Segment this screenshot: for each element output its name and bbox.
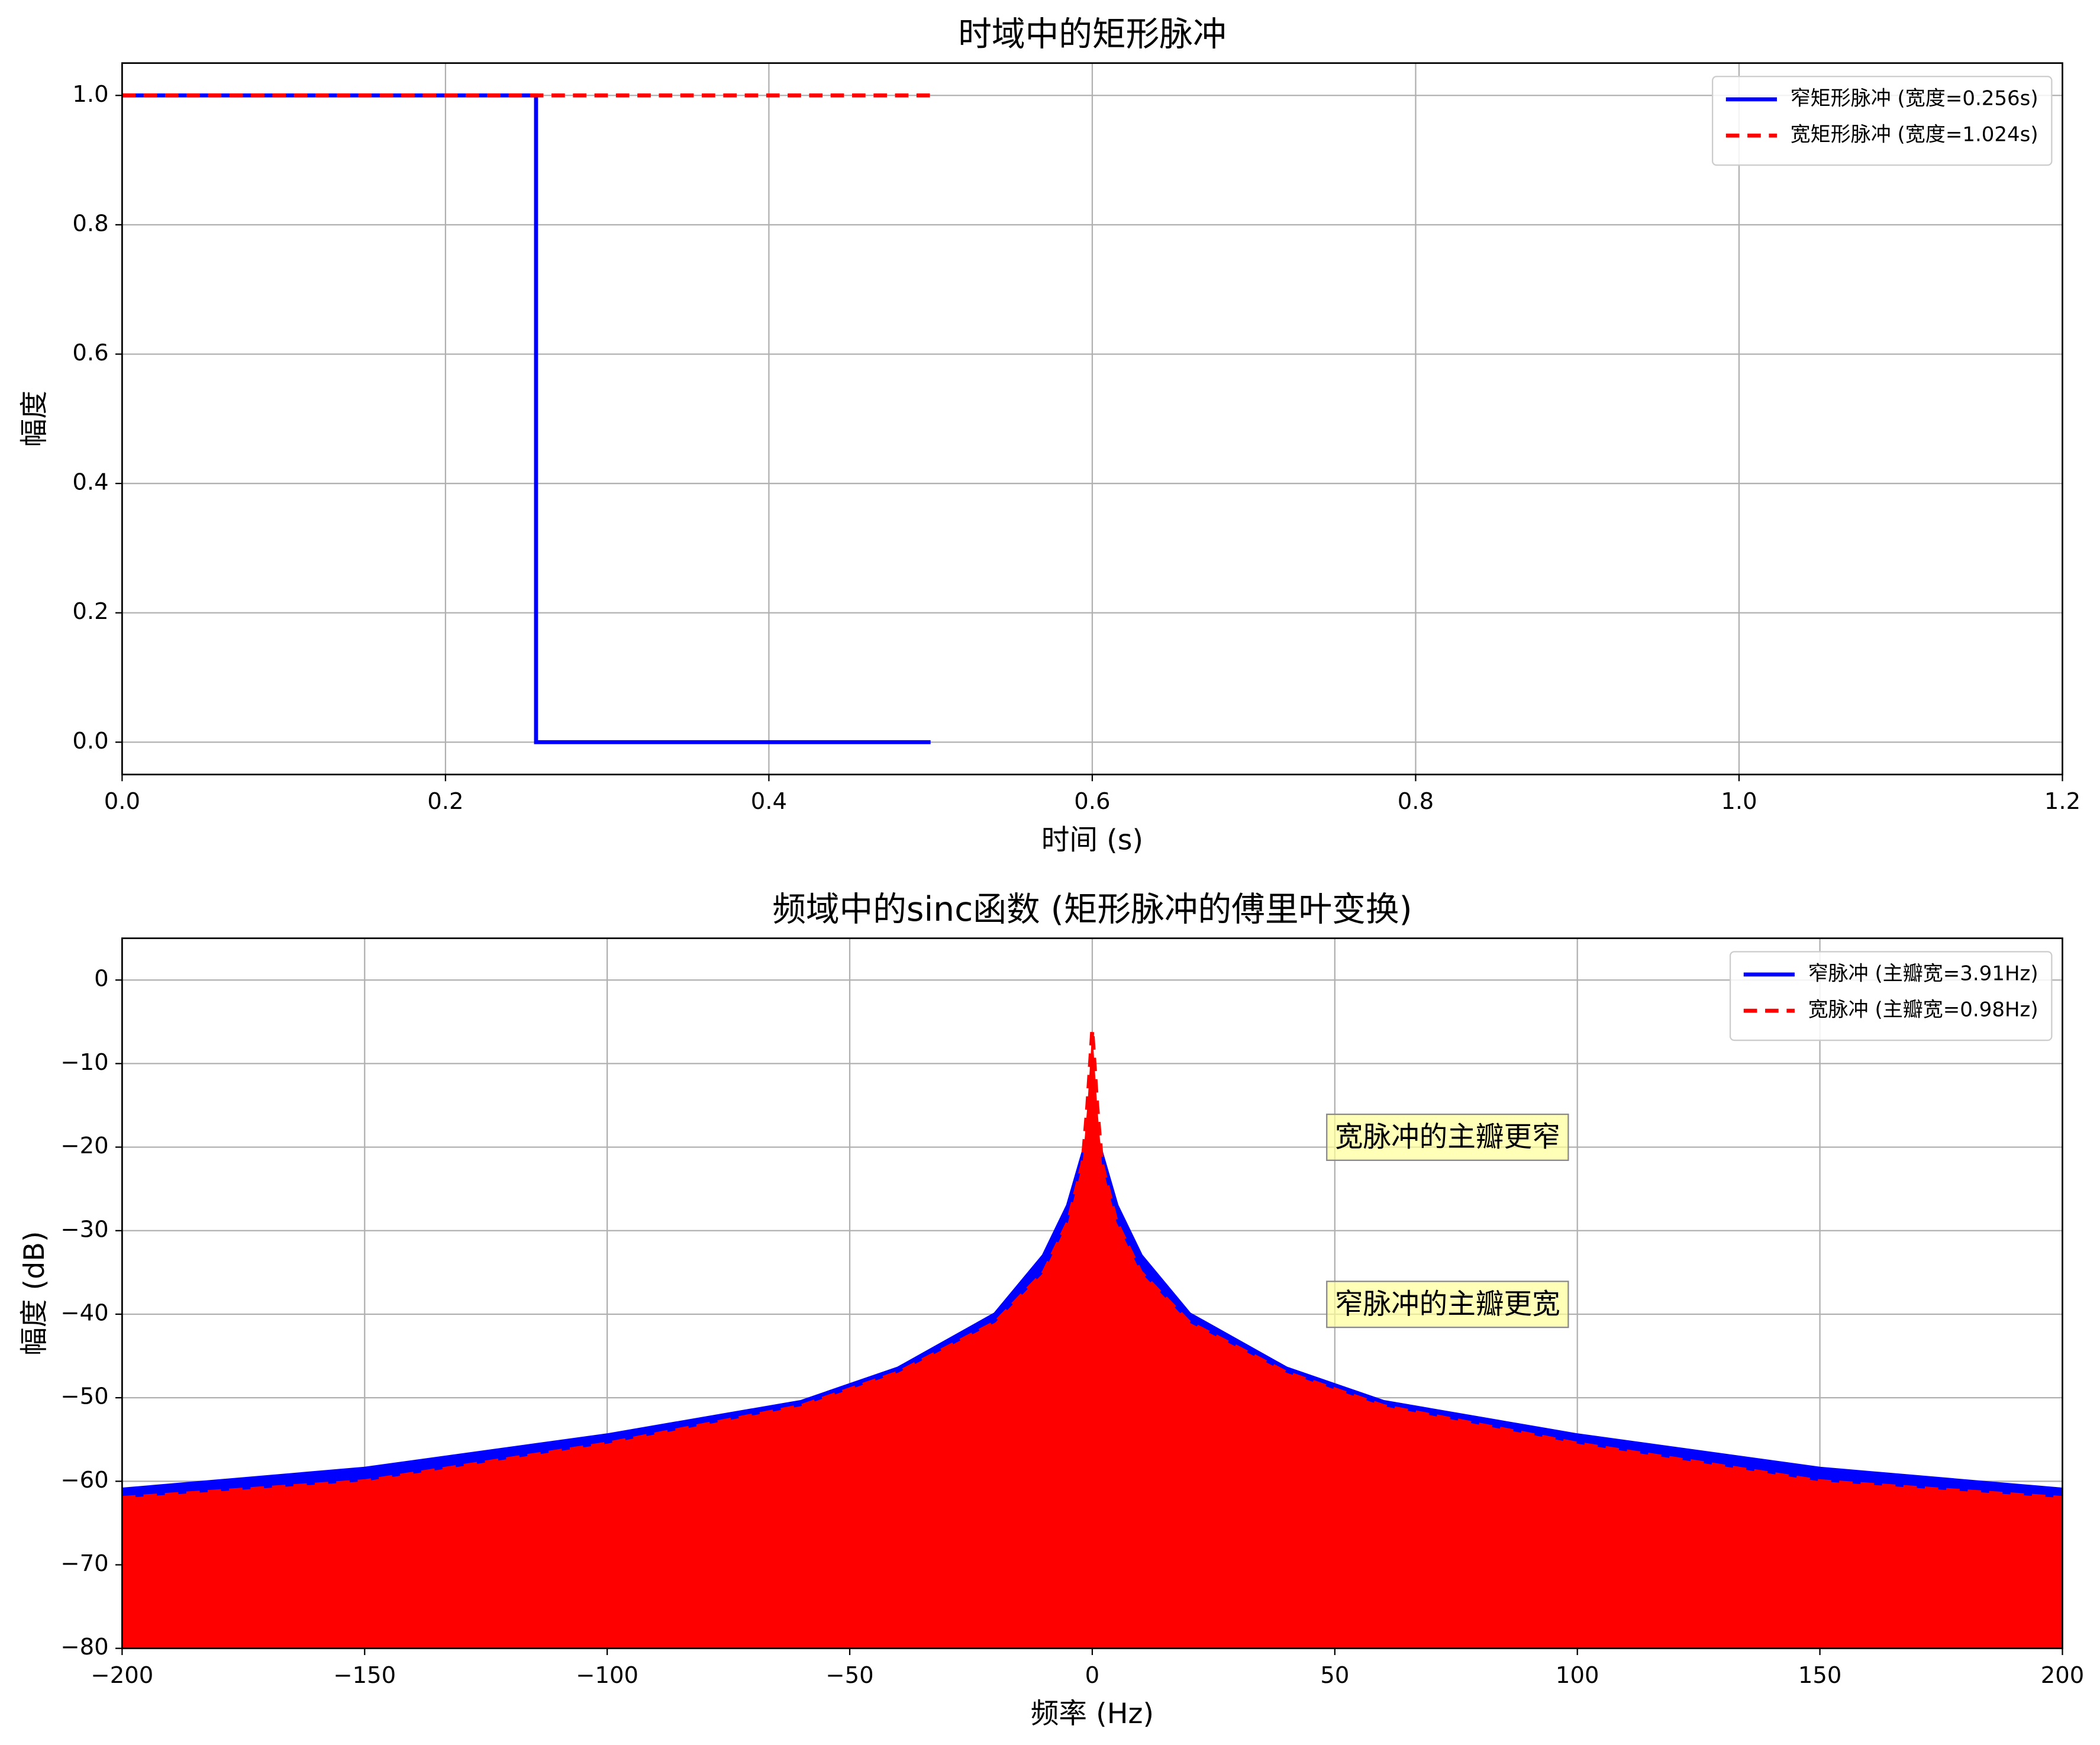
y-axis-label: 幅度: [18, 391, 51, 447]
y-axis-label: 幅度 (dB): [18, 1231, 51, 1355]
x-tick-label: −50: [825, 1662, 873, 1689]
annotation-box: [1326, 1280, 1569, 1328]
legend-label: 窄脉冲 (主瓣宽=3.91Hz): [1808, 962, 2038, 985]
x-tick-label: 0.6: [1074, 788, 1110, 815]
x-tick-label: 0.8: [1398, 788, 1434, 815]
y-tick-label: 1.0: [72, 81, 108, 108]
axes-frame: [121, 937, 2063, 1650]
legend-frame: [1729, 951, 2053, 1041]
x-tick-label: 0: [1085, 1662, 1100, 1689]
y-tick-label: −10: [60, 1049, 108, 1076]
y-tick-label: 0: [94, 966, 109, 992]
legend-label: 宽矩形脉冲 (宽度=1.024s): [1791, 123, 2038, 147]
line: [122, 93, 931, 744]
legend: 窄矩形脉冲 (宽度=0.256s) 宽矩形脉冲 (宽度=1.024s): [1712, 76, 2053, 166]
y-tick-label: −60: [60, 1467, 108, 1494]
y-tick-label: −20: [60, 1133, 108, 1159]
x-tick-label: 100: [1556, 1662, 1599, 1689]
y-tick-label: −70: [60, 1550, 108, 1577]
y-tick-label: −40: [60, 1299, 108, 1326]
y-tick-label: 0.6: [72, 340, 108, 366]
annotation: 窄脉冲的主瓣更宽: [1335, 1288, 1560, 1321]
y-tick-label: 0.4: [72, 469, 108, 496]
y-tick-label: −30: [60, 1216, 108, 1243]
legend-label: 窄矩形脉冲 (宽度=0.256s): [1791, 86, 2038, 110]
chart-title: 时域中的矩形脉冲: [958, 15, 1226, 54]
x-tick-label: 50: [1320, 1662, 1349, 1689]
legend-label: 宽脉冲 (主瓣宽=0.98Hz): [1808, 998, 2038, 1022]
y-tick-label: −80: [60, 1634, 108, 1660]
x-tick-label: 0.2: [427, 788, 463, 815]
area: [122, 1030, 2063, 1649]
x-axis-label: 频率 (Hz): [1031, 1698, 1154, 1730]
x-tick-label: 1.2: [2044, 788, 2080, 815]
y-tick-label: 0.0: [72, 728, 108, 754]
legend-frame: [1712, 76, 2053, 166]
x-tick-label: 200: [2041, 1662, 2085, 1689]
annotation-box: [1326, 1114, 1569, 1161]
y-tick-label: 0.2: [72, 598, 108, 625]
y-tick-label: −50: [60, 1383, 108, 1410]
x-tick-label: 0.4: [751, 788, 787, 815]
chart-title: 频域中的sinc函数 (矩形脉冲的傅里叶变换): [772, 890, 1412, 929]
x-tick-label: 1.0: [1721, 788, 1757, 815]
x-tick-label: −100: [576, 1662, 638, 1689]
annotation: 宽脉冲的主瓣更窄: [1335, 1121, 1560, 1153]
axes-frame: [121, 62, 2063, 776]
line: [122, 1030, 2063, 1500]
x-tick-label: 0.0: [104, 788, 140, 815]
x-tick-label: −150: [333, 1662, 396, 1689]
y-tick-label: 0.8: [72, 210, 108, 237]
x-axis-label: 时间 (s): [1041, 824, 1143, 856]
legend: 窄脉冲 (主瓣宽=3.91Hz) 宽脉冲 (主瓣宽=0.98Hz): [1729, 951, 2053, 1041]
x-tick-label: 150: [1798, 1662, 1842, 1689]
x-tick-label: −200: [91, 1662, 153, 1689]
